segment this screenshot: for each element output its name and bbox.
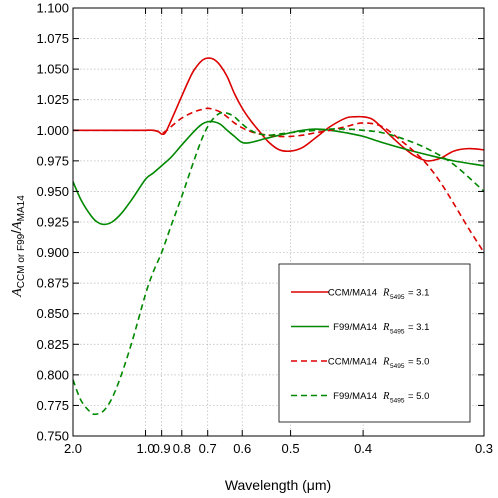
legend-r-value: = 5.0 bbox=[408, 391, 429, 402]
legend-r-symbol: R bbox=[382, 322, 390, 333]
series-line-3 bbox=[72, 107, 485, 254]
y-tick-label: 0.925 bbox=[36, 215, 69, 230]
x-tick-label: 0.6 bbox=[233, 441, 251, 456]
legend-label: F99/MA14 bbox=[333, 322, 377, 333]
legend-box bbox=[278, 263, 471, 423]
y-tick-label: 0.775 bbox=[36, 398, 69, 413]
y-tick-label: 0.950 bbox=[36, 184, 69, 199]
y-tick-label: 0.800 bbox=[36, 367, 69, 382]
legend-r-symbol: R bbox=[382, 288, 390, 299]
x-tick-label: 0.8 bbox=[173, 441, 191, 456]
legend-r-subscript: 5495 bbox=[390, 398, 405, 405]
legend-r-subscript: 5495 bbox=[390, 329, 405, 336]
legend-label: F99/MA14 bbox=[333, 391, 377, 402]
x-tick-label: 2.0 bbox=[64, 441, 82, 456]
y-tick-label: 0.875 bbox=[36, 276, 69, 291]
legend-r-value: = 3.1 bbox=[408, 322, 429, 333]
series-line-4 bbox=[72, 111, 485, 416]
legend-r-symbol: R bbox=[382, 357, 390, 368]
x-tick-label: 0.5 bbox=[282, 441, 300, 456]
y-tick-label: 1.050 bbox=[36, 62, 69, 77]
legend-label: CCM/MA14 bbox=[328, 357, 377, 368]
y-tick-label: 1.025 bbox=[36, 92, 69, 107]
y-tick-label: 0.900 bbox=[36, 245, 69, 260]
x-tick-label: 1.0 bbox=[136, 441, 154, 456]
y-tick-label: 1.100 bbox=[36, 1, 69, 16]
legend-r-subscript: 5495 bbox=[390, 363, 405, 370]
y-tick-label: 1.000 bbox=[36, 123, 69, 138]
series-line-1 bbox=[72, 57, 485, 162]
legend-r-value: = 3.1 bbox=[408, 288, 429, 299]
x-tick-label: 0.7 bbox=[199, 441, 217, 456]
legend-label: CCM/MA14 bbox=[328, 288, 377, 299]
y-axis-title-slash: / bbox=[8, 230, 24, 234]
legend-r-subscript: 5495 bbox=[390, 294, 405, 301]
y-axis-title: ACCM or F99/AMA14 bbox=[8, 195, 27, 298]
y-tick-label: 1.075 bbox=[36, 31, 69, 46]
y-tick-label: 0.850 bbox=[36, 306, 69, 321]
y-axis-title-num-sub: CCM or F99 bbox=[16, 233, 27, 288]
legend-r-symbol: R bbox=[382, 391, 390, 402]
series-line-2 bbox=[72, 120, 485, 226]
x-tick-label: 0.9 bbox=[153, 441, 171, 456]
y-tick-label: 0.825 bbox=[36, 337, 69, 352]
x-tick-label: 0.4 bbox=[354, 441, 372, 456]
y-tick-label: 0.750 bbox=[36, 429, 69, 444]
legend-r-value: = 5.0 bbox=[408, 357, 429, 368]
y-axis-title-a: A bbox=[10, 288, 25, 298]
y-axis-title-den-sub: MA14 bbox=[16, 195, 27, 222]
y-axis-title-b: A bbox=[10, 221, 25, 231]
x-tick-label: 0.3 bbox=[475, 441, 493, 456]
axis-ticks: 0.750 0.775 0.800 0.825 0.850 0.875 0.900 0.925… bbox=[36, 1, 493, 457]
x-axis-title: Wavelength (μm) bbox=[225, 477, 331, 493]
series-lines bbox=[72, 57, 485, 416]
y-tick-label: 0.975 bbox=[36, 153, 69, 168]
